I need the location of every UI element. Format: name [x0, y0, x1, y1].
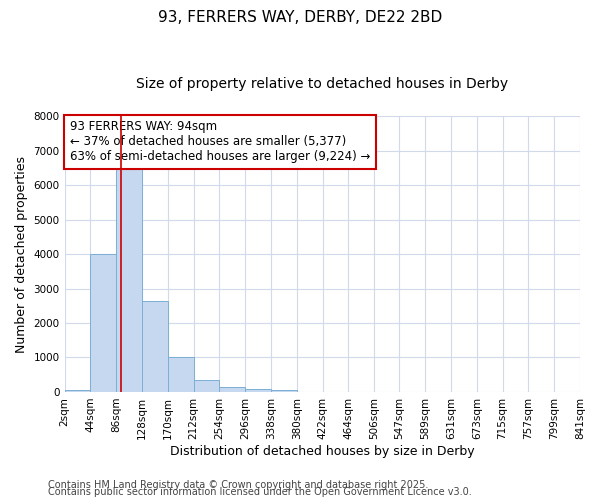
Bar: [271, 390, 297, 392]
Bar: [168, 358, 194, 392]
X-axis label: Distribution of detached houses by size in Derby: Distribution of detached houses by size …: [170, 444, 475, 458]
Text: Contains HM Land Registry data © Crown copyright and database right 2025.: Contains HM Land Registry data © Crown c…: [48, 480, 428, 490]
Bar: [220, 387, 245, 392]
Title: Size of property relative to detached houses in Derby: Size of property relative to detached ho…: [136, 78, 508, 92]
Bar: [194, 380, 220, 392]
Bar: [91, 254, 116, 392]
Text: 93 FERRERS WAY: 94sqm
← 37% of detached houses are smaller (5,377)
63% of semi-d: 93 FERRERS WAY: 94sqm ← 37% of detached …: [70, 120, 370, 164]
Bar: [245, 389, 271, 392]
Y-axis label: Number of detached properties: Number of detached properties: [15, 156, 28, 352]
Bar: [142, 300, 168, 392]
Bar: [65, 390, 91, 392]
Bar: [116, 163, 142, 392]
Text: 93, FERRERS WAY, DERBY, DE22 2BD: 93, FERRERS WAY, DERBY, DE22 2BD: [158, 10, 442, 25]
Text: Contains public sector information licensed under the Open Government Licence v3: Contains public sector information licen…: [48, 487, 472, 497]
